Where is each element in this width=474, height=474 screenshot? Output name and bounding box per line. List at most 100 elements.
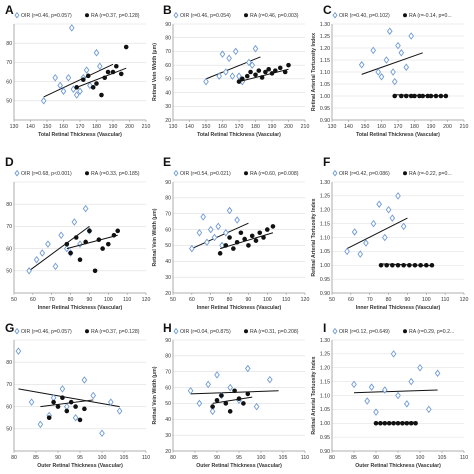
y-tick-label: 20 [165, 118, 171, 124]
panel-g: G 50 60 70 80 80 85 90 95 100 105 110 Outer Retinal … [5, 321, 150, 469]
ra-point [74, 85, 79, 90]
oir-point [72, 413, 79, 422]
panel-e: E 20 30 40 50 60 70 80 90 50 60 70 80 90 100 110 120 Inne… [152, 155, 309, 311]
x-tick-label: 160 [218, 124, 227, 130]
oir-point [57, 81, 64, 90]
oir-point [358, 61, 365, 69]
legend-ra-label: RA (r=0.37, p=0.128) [91, 13, 140, 19]
x-axis-label: Inner Retinal Thickness (Vascular) [356, 305, 441, 311]
x-axis-label: Inner Retinal Thickness (Vascular) [197, 305, 282, 311]
x-tick-label: 110 [460, 455, 468, 461]
oir-point [344, 247, 350, 256]
y-tick-label: 1.00 [320, 94, 330, 100]
ra-point [81, 77, 86, 82]
panel-a: A 50 60 70 80 130 140 150 160 170 180 190 200 210 Tota… [5, 3, 150, 138]
ra-point [68, 399, 74, 405]
ra-point [232, 388, 237, 394]
y-tick-label: 70 [6, 382, 12, 388]
oir-point [253, 402, 260, 411]
x-tick-label: 105 [120, 455, 129, 461]
ra-point [244, 73, 250, 79]
oir-point [63, 402, 70, 411]
legend-ra-label: RA (r=-0.14, p=0... [409, 13, 452, 19]
oir-point [209, 407, 216, 416]
x-tick-label: 140 [26, 124, 35, 130]
ra-point [253, 238, 259, 243]
ra-point [420, 93, 426, 99]
y-tick-label: 80 [165, 36, 171, 42]
x-axis-label: Outer Retinal Thickness (Vascular) [355, 463, 441, 469]
x-tick-label: 100 [422, 297, 431, 303]
oir-point [215, 222, 222, 231]
y-tick-label: 60 [6, 246, 12, 252]
oir-point [99, 429, 105, 437]
ra-point [102, 75, 108, 81]
oir-point [211, 233, 218, 242]
oir-point [381, 386, 388, 394]
ra-point [94, 81, 99, 86]
oir-point [40, 97, 47, 105]
oir-point [408, 32, 415, 40]
ra-point [92, 268, 98, 274]
ra-point [433, 93, 439, 99]
legend-ra-marker [403, 171, 407, 176]
x-tick-label: 110 [282, 297, 290, 303]
x-tick-label: 100 [104, 297, 113, 303]
panel-letter: C [323, 3, 332, 17]
oir-point [58, 231, 64, 240]
ra-point [223, 243, 229, 248]
y-tick-label: 1.30 [320, 338, 330, 344]
x-tick-label: 90 [373, 455, 379, 461]
x-tick-label: 95 [77, 455, 83, 461]
ra-point [403, 93, 409, 99]
ra-point [105, 69, 111, 75]
legend-oir-marker [173, 327, 179, 335]
ra-point [214, 397, 220, 403]
ra-point [236, 79, 242, 84]
y-tick-label: 1.25 [320, 34, 330, 40]
ra-point [68, 250, 73, 256]
oir-trend-line [353, 389, 438, 394]
legend-oir-marker [14, 169, 20, 177]
ra-point [438, 93, 444, 99]
oir-trend-line [28, 225, 90, 272]
ra-point [210, 404, 215, 409]
y-tick-label: 1.05 [320, 82, 330, 88]
x-tick-label: 130 [328, 124, 337, 130]
x-tick-label: 60 [30, 297, 36, 303]
oir-point [370, 219, 377, 228]
ra-point [428, 93, 434, 99]
x-tick-label: 170 [394, 124, 403, 130]
oir-point [45, 240, 51, 248]
oir-point [370, 46, 377, 55]
y-tick-label: 80 [6, 41, 12, 47]
oir-point [236, 72, 242, 80]
ra-point [269, 71, 275, 76]
panel-c: C 0.90 0.95 1.00 1.05 1.10 1.15 1.20 1.25 1.30 130… [311, 3, 468, 138]
ra-point [82, 406, 87, 412]
oir-trend-line [191, 222, 249, 250]
oir-point [378, 73, 385, 81]
ra-point [223, 401, 229, 406]
x-tick-label: 200 [125, 124, 134, 130]
legend-ra-marker [403, 13, 407, 18]
ra-point [64, 408, 70, 414]
x-tick-label: 180 [410, 124, 419, 130]
panel-letter: E [163, 155, 171, 169]
y-tick-label: 50 [165, 243, 171, 249]
panel-i: I 0.90 0.95 1.00 1.05 1.10 1.15 1.20 1.25 1.30 80 8… [311, 321, 468, 469]
ra-point [87, 228, 92, 234]
y-tick-label: 0.90 [320, 291, 330, 297]
y-tick-label: 1.05 [320, 249, 330, 255]
x-tick-label: 70 [367, 297, 373, 303]
oir-point [73, 91, 80, 99]
x-tick-label: 110 [142, 455, 150, 461]
x-tick-label: 120 [460, 297, 469, 303]
ra-point [77, 417, 83, 423]
y-tick-label: 50 [165, 77, 171, 83]
x-tick-label: 190 [268, 124, 277, 130]
x-tick-label: 140 [344, 124, 353, 130]
x-tick-label: 210 [301, 124, 310, 130]
ra-point [391, 420, 396, 426]
y-tick-label: 70 [6, 224, 12, 230]
